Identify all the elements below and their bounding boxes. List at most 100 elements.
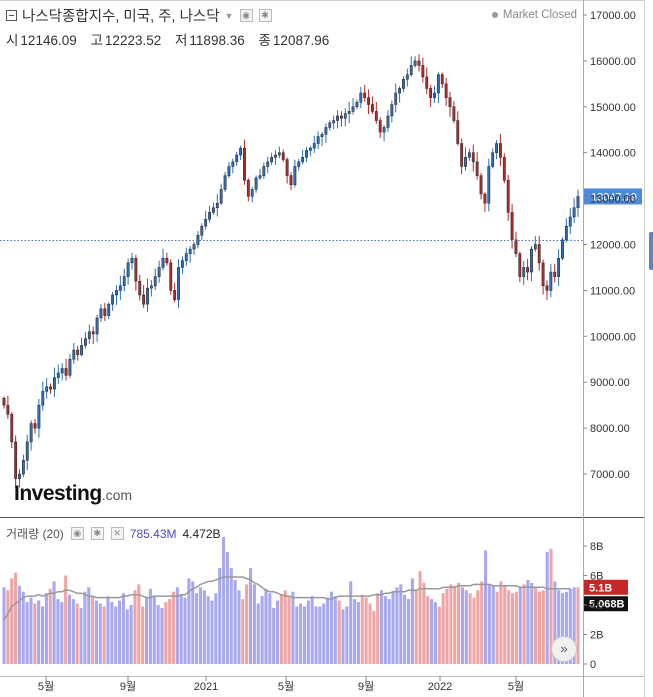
candle-body (184, 253, 188, 261)
volume-tag (584, 596, 628, 612)
price-tick-label: 9000.00 (590, 377, 630, 389)
candle-body (41, 391, 45, 406)
volume-bar (395, 587, 399, 664)
volume-bar (387, 599, 391, 664)
candle-body (429, 88, 433, 98)
candle-body (340, 115, 343, 119)
close-icon[interactable]: ✕ (110, 527, 124, 540)
volume-bar (87, 587, 91, 664)
logo-suffix: .com (101, 487, 133, 503)
high-label: 고 (90, 33, 103, 48)
candle-body (64, 368, 68, 376)
candle-body (557, 258, 561, 277)
volume-bar (64, 575, 68, 664)
volume-bar (306, 600, 310, 664)
volume-bar (191, 581, 195, 664)
candle-body (526, 267, 529, 273)
volume-bar (360, 594, 364, 664)
gear-icon[interactable]: ✱ (90, 527, 104, 540)
open-value: 12146.09 (20, 33, 77, 48)
volume-bar (98, 603, 102, 664)
volume-bar (40, 606, 45, 664)
volume-bar (322, 603, 326, 664)
volume-value: 4.472B (182, 526, 221, 541)
volume-bar (2, 587, 6, 664)
volume-bar (14, 572, 18, 664)
volume-ma-value: 785.43M (129, 526, 177, 541)
candle-body (297, 161, 301, 167)
candle-body (363, 92, 367, 98)
volume-bar (148, 588, 152, 664)
volume-bar (291, 591, 295, 664)
candle-body (142, 294, 146, 305)
volume-bar (460, 587, 464, 664)
volume-bar (329, 591, 333, 664)
close-value: 12087.96 (272, 33, 330, 48)
candle-body (530, 248, 533, 273)
candle-body (212, 207, 215, 213)
volume-bar (10, 578, 14, 664)
candle-body (553, 271, 557, 277)
candle-body (483, 193, 487, 204)
volume-bar (503, 585, 507, 664)
candle-body (6, 404, 10, 415)
gear-icon[interactable]: ✱ (258, 9, 272, 22)
eye-icon[interactable]: ◉ (70, 527, 84, 540)
volume-bar (491, 585, 495, 664)
volume-tag-label: 5.1B (589, 582, 612, 594)
volume-bar (572, 587, 576, 664)
volume-bar (337, 600, 341, 664)
volume-bar (383, 596, 387, 664)
candle-body (347, 111, 351, 114)
scroll-to-latest-button[interactable]: » (551, 636, 577, 662)
candle-body (572, 207, 576, 218)
volume-bar (225, 551, 229, 664)
volume-bar (403, 594, 407, 664)
volume-bar (264, 588, 268, 664)
volume-bar (345, 606, 349, 664)
candle-body (18, 473, 21, 479)
candle-body (456, 120, 460, 144)
last-price-label: 13047.19 (591, 191, 637, 203)
volume-bar (464, 590, 468, 664)
volume-bar (118, 600, 122, 664)
volume-bar (121, 593, 125, 664)
candle-body (285, 159, 289, 176)
volume-bar (468, 593, 472, 664)
volume-bar (106, 596, 110, 664)
candle-body (118, 285, 122, 291)
candle-body (80, 345, 83, 355)
volume-bar (391, 591, 395, 664)
price-tick-label: 17000.00 (590, 10, 636, 22)
candle-body (227, 166, 231, 176)
volume-bar (214, 593, 218, 664)
candle-body (495, 143, 498, 153)
candle-body (204, 219, 208, 227)
volume-bar (37, 600, 41, 664)
candle-body (533, 244, 537, 250)
volume-bar (71, 599, 75, 664)
collapse-icon[interactable] (6, 10, 17, 21)
volume-tick-label: 6B (590, 571, 603, 583)
volume-bar (114, 606, 118, 664)
volume-bar (287, 596, 291, 664)
candle-body (328, 122, 332, 128)
candle-body (444, 83, 448, 98)
candle-body (541, 262, 545, 287)
low-value: 11898.36 (189, 33, 245, 48)
volume-bar (437, 606, 441, 664)
eye-icon[interactable]: ◉ (239, 9, 253, 22)
candle-body (219, 189, 223, 204)
candle-body (293, 166, 297, 186)
candle-body (355, 101, 359, 108)
price-tick-label: 16000.00 (590, 56, 636, 68)
chevron-down-icon[interactable]: ▼ (224, 10, 234, 21)
candle-body (394, 92, 398, 105)
candle-body (60, 368, 64, 374)
candle-body (37, 404, 41, 429)
candle-body (2, 398, 6, 406)
volume-bar (310, 596, 314, 664)
sidebar-handle[interactable] (649, 232, 653, 270)
volume-tick-label: 0 (590, 659, 596, 671)
